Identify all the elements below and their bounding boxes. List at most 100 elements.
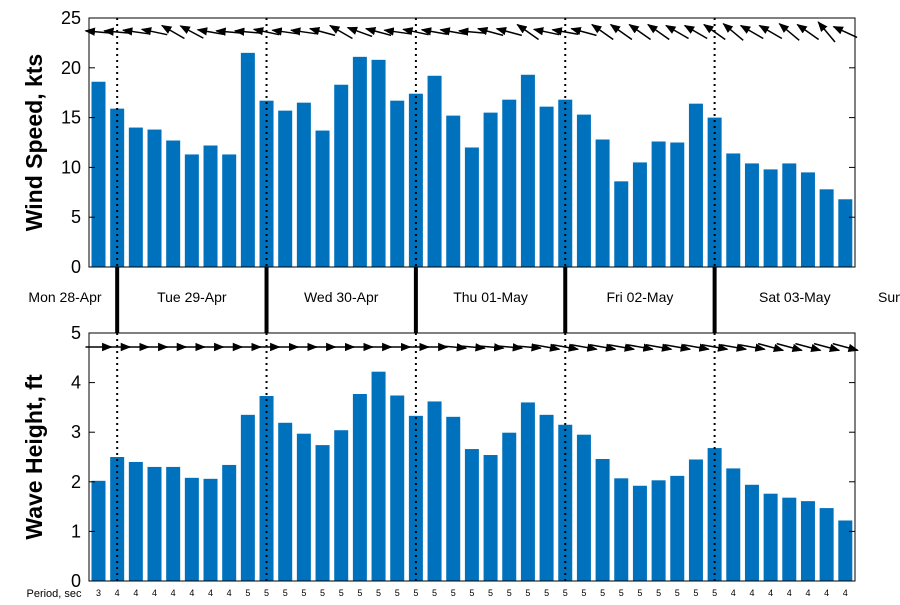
wave-bar <box>800 501 815 581</box>
wave-bar <box>595 458 610 581</box>
period-value: 4 <box>227 588 232 598</box>
wind-bar <box>726 153 741 267</box>
wind-direction-arrow <box>364 27 392 37</box>
wind-bar <box>371 59 386 267</box>
wind-bar <box>520 74 535 268</box>
wind-bar <box>688 103 703 267</box>
wind-bar <box>390 100 405 267</box>
period-value: 4 <box>768 588 773 598</box>
wave-bar <box>726 468 741 581</box>
wave-bar <box>688 459 703 581</box>
day-label: Tue 29-Apr <box>157 289 227 305</box>
wind-bar <box>240 52 255 267</box>
period-value: 4 <box>805 588 810 598</box>
wave-axes-box <box>88 332 856 582</box>
wind-ytick-label: 15 <box>61 108 81 128</box>
wind-direction-arrow <box>308 27 336 37</box>
wave-bar <box>744 484 759 581</box>
wave-bar <box>446 416 461 581</box>
period-value: 4 <box>115 588 120 598</box>
day-label: Sun 04-May <box>878 289 900 305</box>
wind-direction-arrow <box>179 25 204 39</box>
wave-bar <box>408 415 423 581</box>
period-value: 5 <box>619 588 624 598</box>
period-value: 4 <box>171 588 176 598</box>
wave-direction-arrow <box>832 342 859 352</box>
wind-bar <box>632 162 647 267</box>
wind-bar <box>278 110 293 267</box>
wind-bar <box>800 172 815 267</box>
wave-bar <box>819 508 834 581</box>
period-value: 5 <box>693 588 698 598</box>
wind-direction-arrow <box>817 21 836 43</box>
period-axis-label: Period, sec <box>26 588 82 600</box>
wind-bar <box>446 115 461 267</box>
period-value: 4 <box>843 588 848 598</box>
wave-bar <box>240 414 255 581</box>
wave-ytick-label: 1 <box>71 521 81 541</box>
wave-bar <box>203 478 218 581</box>
wave-direction-arrow <box>683 343 710 352</box>
wave-bar <box>464 449 479 581</box>
wind-bar <box>259 100 274 267</box>
wave-direction-arrow <box>458 343 486 352</box>
wind-bar <box>147 129 162 267</box>
wind-bar <box>539 106 554 267</box>
day-label: Fri 02-May <box>606 289 673 305</box>
period-value: 3 <box>96 588 101 598</box>
wave-bar <box>576 434 591 581</box>
period-value: 5 <box>637 588 642 598</box>
wind-ytick-label: 20 <box>61 58 81 78</box>
wind-direction-arrow <box>739 24 764 40</box>
wave-bar <box>259 395 274 581</box>
wave-ytick-label: 2 <box>71 472 81 492</box>
wave-ylabel: Wave Height, ft <box>21 374 47 540</box>
wind-direction-arrow <box>570 27 597 37</box>
wind-bar <box>595 139 610 267</box>
wind-panel: 0 5 10 15 20 25 Wind Speed, kts <box>21 8 858 277</box>
wind-direction-arrow <box>796 23 820 41</box>
wind-bar <box>352 56 367 268</box>
wave-direction-arrow <box>552 343 580 352</box>
wind-direction-arrow <box>329 24 353 40</box>
wind-bar <box>651 141 666 267</box>
wind-ytick-label: 10 <box>61 157 81 177</box>
period-value: 4 <box>208 588 213 598</box>
period-value: 4 <box>749 588 754 598</box>
wave-ytick-label: 3 <box>71 422 81 442</box>
day-label: Thu 01-May <box>453 289 528 305</box>
wind-bar <box>222 154 237 267</box>
wave-bar <box>670 475 685 581</box>
period-value: 5 <box>488 588 493 598</box>
wave-direction-arrow <box>570 343 598 352</box>
day-label: Wed 30-Apr <box>304 289 379 305</box>
period-value: 5 <box>507 588 512 598</box>
wave-direction-arrow <box>626 343 654 352</box>
wave-direction-arrow <box>795 342 822 352</box>
period-value: 5 <box>339 588 344 598</box>
wind-direction-arrow <box>591 23 614 41</box>
wind-direction-arrow <box>457 27 485 36</box>
wave-direction-arrow <box>496 343 524 352</box>
wave-direction-arrow <box>477 343 505 352</box>
wave-bar <box>184 477 199 581</box>
wind-bar <box>558 99 573 267</box>
wave-direction-arrow <box>645 343 673 352</box>
wave-bar <box>427 401 442 581</box>
wind-direction-arrow <box>758 24 783 40</box>
wind-bar <box>91 81 106 268</box>
wind-bar <box>744 163 759 267</box>
wind-direction-arrow <box>722 22 744 41</box>
wave-direction-arrow <box>533 343 561 352</box>
period-value: 4 <box>787 588 792 598</box>
wind-bar <box>427 75 442 268</box>
period-value: 5 <box>656 588 661 598</box>
wave-bar <box>614 478 629 581</box>
wind-bar <box>184 154 199 267</box>
wind-ytick-label: 0 <box>71 257 81 277</box>
wave-bar <box>296 433 311 581</box>
wave-panel: 0 1 2 3 4 5 Wave Height, ft <box>21 323 859 591</box>
wave-bar <box>390 395 405 581</box>
period-value: 4 <box>731 588 736 598</box>
wave-bar <box>371 371 386 581</box>
